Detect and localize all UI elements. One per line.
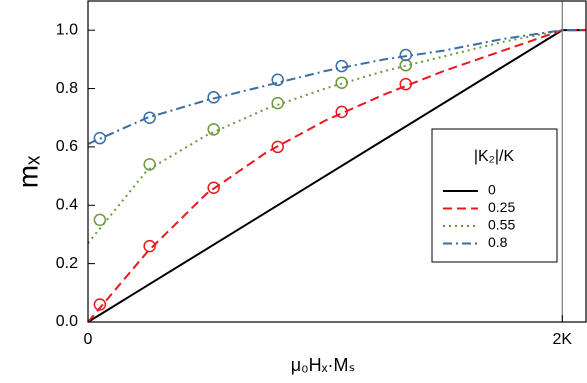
series-line [87,29,586,145]
data-point [93,298,107,311]
legend-title: |K₂|/K [474,148,515,165]
data-point [335,59,348,73]
x-tick-label: 0 [84,331,93,348]
data-point [271,73,284,87]
y-tick-label: 0.0 [56,313,78,330]
plot-frame [87,0,587,323]
y-axis-label: mₓ [12,155,43,188]
data-point [93,213,107,227]
data-point [207,123,220,136]
y-tick-label: 0.6 [56,138,78,155]
y-tick-label: 0.8 [56,80,78,97]
y-tick-label: 0.2 [56,255,78,272]
data-point [335,76,348,89]
data-point [143,111,156,124]
data-point [271,140,284,154]
legend-box [431,128,558,263]
data-point [399,77,413,91]
legend-label: 0.25 [488,199,515,215]
data-point [399,58,413,72]
x-tick-label: 2K [552,331,572,348]
y-tick-label: 1.0 [56,21,78,38]
data-point [207,91,220,104]
legend-label: 0.8 [488,234,508,250]
data-point [207,181,220,195]
data-point [93,131,107,145]
series-line [87,29,586,323]
data-point [271,96,284,110]
y-tick-label: 0.4 [56,196,78,213]
legend-label: 0 [488,182,496,198]
data-point [335,105,348,119]
data-point [143,239,156,253]
series-line [87,29,586,244]
data-point [399,48,413,62]
legend-label: 0.55 [488,217,515,233]
x-axis-label: μ₀Hₓ·Mₛ [291,355,355,375]
data-point [143,158,156,171]
